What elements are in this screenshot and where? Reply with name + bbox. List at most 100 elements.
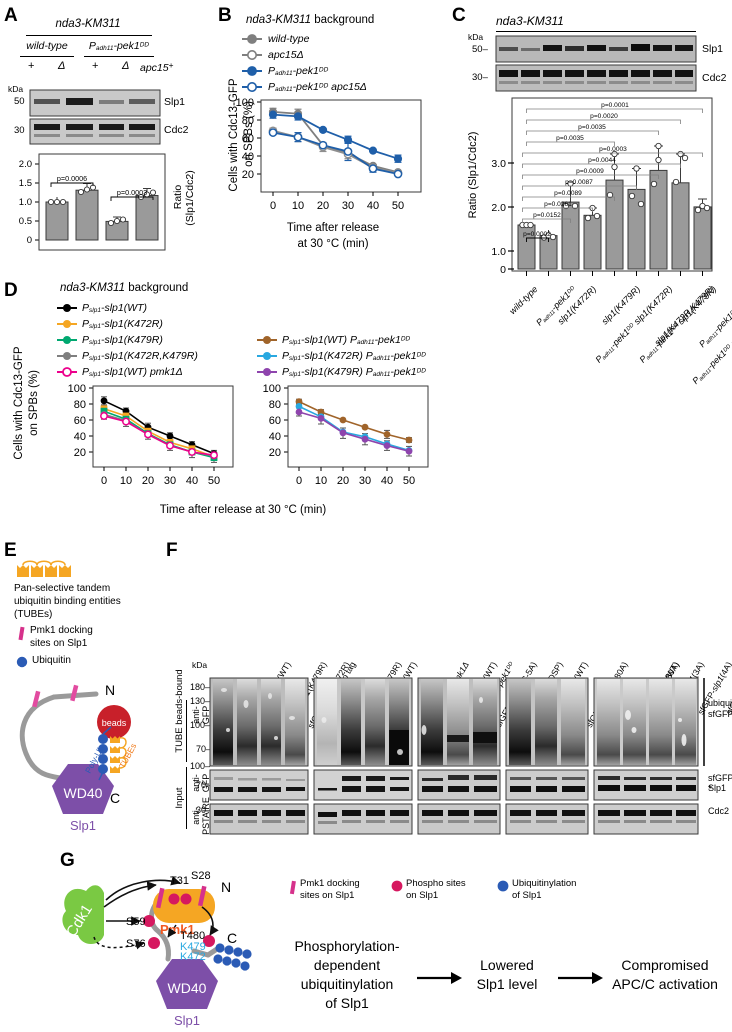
svg-text:0: 0 bbox=[101, 475, 107, 487]
panel-d-letter: D bbox=[4, 280, 18, 301]
panel-c-pvalue-6: p=0.0009 bbox=[576, 168, 604, 175]
panel-a-lane-mark-1: Δ bbox=[58, 60, 66, 72]
panel-f-mw-70: 70– bbox=[196, 744, 212, 754]
svg-text:20: 20 bbox=[269, 447, 281, 459]
panel-a-col-wildtype: wild-type bbox=[26, 40, 68, 52]
panel-g-key-label-1: Phospho sites on Slp1 bbox=[406, 878, 466, 901]
panel-d-legend-label-7: Pslp1-slp1(K479R) Padh11-pek1DD bbox=[282, 366, 426, 379]
panel-g-wd40-label: WD40 bbox=[168, 980, 207, 996]
panel-d-legend-marker-1 bbox=[63, 320, 71, 328]
panel-a-pvalue-1: p=0.0003 bbox=[117, 188, 147, 197]
panel-f-right-label-ubi: ubiquitylatedsfGFP-Slp1 bbox=[708, 698, 732, 719]
panel-e-tubes-label: TUBEs bbox=[117, 741, 138, 769]
panel-c-letter: C bbox=[452, 5, 466, 26]
panel-f-bot-group-3 bbox=[505, 803, 589, 835]
panel-a-mw-50: 50 bbox=[14, 96, 25, 107]
panel-f-rowgroup-rule-2 bbox=[186, 767, 187, 829]
panel-c-blot-slp1 bbox=[495, 35, 697, 63]
panel-g-key-label-0: Pmk1 docking sites on Slp1 bbox=[300, 878, 360, 901]
panel-e-n-terminus: N bbox=[105, 682, 115, 698]
panel-g-c-terminus: C bbox=[227, 930, 237, 946]
panel-b-legend bbox=[242, 34, 262, 92]
panel-b-legend-marker-3 bbox=[247, 81, 257, 92]
panel-e-c-terminus: C bbox=[110, 790, 120, 806]
panel-a-lane-mark-2: + bbox=[92, 60, 99, 72]
svg-text:40: 40 bbox=[381, 475, 393, 487]
panel-b-legend-marker-0 bbox=[247, 34, 257, 44]
svg-text:0: 0 bbox=[270, 200, 276, 212]
panel-c-header-rule bbox=[496, 31, 696, 33]
panel-g-flow-arrow-1 bbox=[558, 972, 603, 984]
panel-d-legend-marker-7 bbox=[263, 368, 271, 376]
panel-a-ytick-2: 1.0 bbox=[19, 197, 32, 208]
panel-f-top-group-1 bbox=[313, 677, 413, 767]
panel-b-legend-label-3: Padh11-pek1DD apc15Δ bbox=[268, 81, 367, 94]
svg-text:80: 80 bbox=[74, 399, 86, 411]
panel-f-rowgroup-rule-1 bbox=[186, 700, 187, 762]
svg-text:100: 100 bbox=[263, 383, 281, 395]
panel-b-xlabel-2: at 30 °C (min) bbox=[297, 238, 369, 250]
panel-a-ytick-1: 1.5 bbox=[19, 178, 32, 189]
panel-d-legend-label-4: Pslp1-slp1(WT) pmk1Δ bbox=[82, 366, 183, 379]
panel-g-phospho-icon bbox=[391, 880, 403, 892]
svg-text:60: 60 bbox=[242, 133, 254, 145]
panel-f-mw-30: 30– bbox=[196, 805, 212, 815]
svg-text:20: 20 bbox=[74, 447, 86, 459]
panel-g-flow-arrow-0 bbox=[417, 972, 462, 984]
panel-c-mw-50: 50– bbox=[472, 44, 488, 55]
pmk1-docking-bar-icon bbox=[18, 626, 25, 641]
panel-b-legend-marker-2 bbox=[247, 66, 257, 76]
svg-text:30: 30 bbox=[342, 200, 354, 212]
panel-g-key-label-2: Ubiquitinylation of Slp1 bbox=[512, 878, 577, 901]
svg-text:40: 40 bbox=[186, 475, 198, 487]
svg-text:40: 40 bbox=[269, 431, 281, 443]
panel-g-phos-t480 bbox=[203, 935, 215, 947]
panel-d-legend-label-0: Pslp1-slp1(WT) bbox=[82, 302, 148, 315]
svg-text:60: 60 bbox=[269, 415, 281, 427]
panel-f-rowgroup-input: Input bbox=[174, 787, 185, 809]
panel-f-top-group-0 bbox=[209, 677, 309, 767]
panel-f-top-group-2 bbox=[417, 677, 501, 767]
panel-d-xlabel: Time after release at 30 °C (min) bbox=[159, 504, 327, 516]
panel-a-bar-chart: 2.0 1.5 1.0 0.5 0 p=0.0006 p=0.0003 bbox=[19, 153, 166, 251]
panel-b-chart: 100 80 60 40 20 0 10 20 30 40 50 bbox=[236, 97, 422, 212]
panel-d-legend-marker-5 bbox=[263, 336, 271, 344]
panel-f-bot-group-4 bbox=[593, 803, 699, 835]
panel-a-lane-mark-3: Δ bbox=[122, 60, 130, 72]
panel-f-kda-label: kDa bbox=[192, 660, 208, 670]
panel-f-right-label-sfgfp: sfGFP-Slp1 bbox=[708, 773, 732, 793]
panel-a-rule-1 bbox=[20, 56, 74, 57]
panel-c-pvalue-7: p=0.0087 bbox=[565, 179, 593, 186]
panel-b-legend-marker-1 bbox=[247, 49, 257, 60]
panel-e-beads-label: beads bbox=[102, 718, 127, 728]
tube-key-label: Pan-selective tandem ubiquitin binding e… bbox=[14, 583, 121, 620]
panel-f-mid-group-0 bbox=[209, 769, 309, 801]
panel-g-ubiquitin-icon bbox=[497, 880, 509, 892]
panel-d-legend-markers-right bbox=[257, 336, 277, 376]
svg-text:50: 50 bbox=[208, 475, 220, 487]
panel-a-letter: A bbox=[4, 5, 18, 26]
panel-g-phos-s76 bbox=[148, 937, 160, 949]
panel-d-legend-marker-4 bbox=[62, 367, 72, 377]
svg-text:40: 40 bbox=[367, 200, 379, 212]
panel-c-mw-30: 30– bbox=[472, 72, 488, 83]
panel-b-letter: B bbox=[218, 5, 232, 26]
panel-f-bot-group-1 bbox=[313, 803, 413, 835]
svg-text:40: 40 bbox=[242, 151, 254, 163]
panel-f-top-group-4 bbox=[593, 677, 699, 767]
panel-a-blot-label-cdc2: Cdc2 bbox=[164, 124, 189, 136]
svg-text:30: 30 bbox=[164, 475, 176, 487]
panel-a-blot-label-slp1: Slp1 bbox=[164, 96, 186, 108]
panel-b-ylabel-1: Cells with Cdc13-GFP bbox=[228, 78, 240, 192]
svg-text:50: 50 bbox=[403, 475, 415, 487]
svg-text:0: 0 bbox=[500, 264, 506, 276]
panel-g-site-t31: T31 bbox=[170, 875, 189, 887]
svg-text:80: 80 bbox=[269, 399, 281, 411]
panel-c-blot-label-cdc2: Cdc2 bbox=[702, 72, 727, 84]
panel-d-title: nda3-KM311 background bbox=[60, 282, 189, 294]
panel-c-pvalue-11: p=0.0002 bbox=[523, 231, 551, 238]
panel-c-pvalue-9: p=0.0261 bbox=[544, 201, 572, 208]
pmk1-docking-key-label: Pmk1 docking sites on Slp1 bbox=[30, 625, 93, 649]
panel-c-pvalue-3: p=0.0035 bbox=[556, 135, 584, 142]
panel-f-mw-100: 100– bbox=[190, 720, 211, 730]
